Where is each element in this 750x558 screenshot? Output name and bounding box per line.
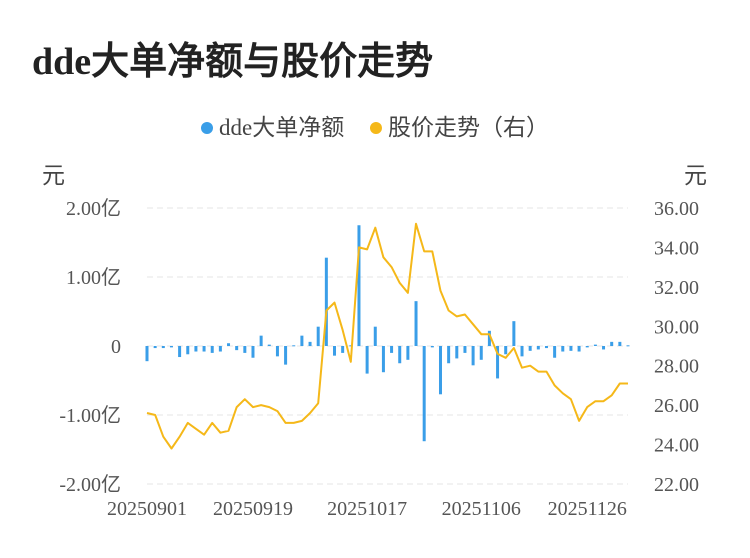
dde-bar [145,346,149,362]
right-tick-label: 30.00 [654,316,699,338]
x-tick-label: 20250919 [213,498,293,520]
dde-bar [381,346,385,373]
dde-bar [357,225,361,346]
dde-bar [251,346,255,358]
dde-bar [455,346,459,359]
dde-bar [292,345,296,347]
dde-bar [218,346,222,352]
dde-bar [536,346,540,350]
dde-bar [471,346,475,366]
dde-bar [585,346,589,348]
right-tick-label: 34.00 [654,237,699,259]
legend-item-price[interactable]: 股价走势（右） [369,108,549,142]
x-axis-ticks: 20250901 20250919 20251017 20251106 20251126 [107,498,627,520]
dde-bar [341,346,345,353]
left-tick-label: -2.00亿 [59,473,121,496]
dde-bar [504,346,508,355]
dde-bar [422,346,426,442]
dde-bar [520,346,524,357]
x-tick-label: 20251106 [442,498,521,520]
dde-bar [479,346,483,360]
left-axis-ticks: 2.00亿 1.00亿 0 -1.00亿 -2.00亿 [59,197,121,496]
dde-bar [430,346,434,348]
dde-bar [406,346,410,360]
dde-bar [333,346,337,356]
dde-bar [618,341,622,346]
dde-bar [300,335,304,346]
dde-bar [528,346,532,351]
dde-bar [243,346,247,353]
left-tick-label: -1.00亿 [59,404,121,427]
right-axis-ticks: 36.00 34.00 32.00 30.00 28.00 26.00 24.00 22.00 [654,198,699,496]
right-tick-label: 26.00 [654,395,699,417]
dde-bar [186,346,190,355]
legend-label-dde: dde大单净额 [219,115,345,140]
dde-bar [365,346,369,374]
left-tick-label: 2.00亿 [66,197,121,220]
dde-bar [602,346,606,350]
dde-bar [398,346,402,364]
legend-dot-blue-icon [201,121,214,134]
grid-lines [147,207,628,485]
dde-bar [373,326,377,346]
dde-bar [316,326,320,346]
dde-bar [267,344,271,346]
right-tick-label: 22.00 [654,474,699,496]
dde-bar [153,346,157,349]
dde-bar [275,346,279,357]
right-axis-unit: 元 [684,163,707,188]
x-tick-label: 20251126 [548,498,627,520]
legend-dot-orange-icon [369,121,382,134]
dde-bar [487,330,491,346]
dde-bar [553,346,557,358]
dde-bar [390,346,394,353]
dde-bar [496,346,500,379]
dde-bar [308,341,312,346]
price-line-group [146,222,628,450]
legend: dde大单净额 股价走势（右） [0,108,750,142]
dde-bar [544,346,548,349]
right-tick-label: 24.00 [654,435,699,457]
dde-bar [161,346,165,349]
left-tick-label: 0 [111,336,121,358]
right-tick-label: 28.00 [654,356,699,378]
dde-bar [169,346,173,348]
dde-bar [324,257,328,346]
dde-bar [227,343,231,346]
dde-bar [610,341,614,346]
price-line [146,222,628,450]
dde-bar [194,346,198,352]
dde-bar [414,301,418,346]
dde-bar [512,321,516,346]
dde-bar [577,346,581,352]
dde-bar [463,346,467,353]
dde-bar [593,344,597,346]
right-tick-label: 36.00 [654,198,699,220]
dde-bar [235,346,239,351]
chart-title: dde大单净额与股价走势 [32,41,434,83]
left-axis-unit: 元 [42,163,65,188]
dde-bars [145,225,630,442]
dde-bar [447,346,451,364]
legend-label-price: 股价走势（右） [387,115,549,140]
dde-bar [284,346,288,365]
dde-bar [349,345,353,347]
dde-bar [178,346,182,358]
x-tick-label: 20250901 [107,498,187,520]
x-tick-label: 20251017 [327,498,407,520]
legend-item-dde[interactable]: dde大单净额 [201,108,344,142]
dde-bar [259,335,263,346]
dde-bar [561,346,565,352]
dde-bar [210,346,214,353]
dde-bar [202,346,206,352]
dde-bar [438,346,442,395]
dde-bar [569,346,573,351]
dde-bar [626,345,630,347]
left-tick-label: 1.00亿 [66,266,121,289]
right-tick-label: 32.00 [654,277,699,299]
